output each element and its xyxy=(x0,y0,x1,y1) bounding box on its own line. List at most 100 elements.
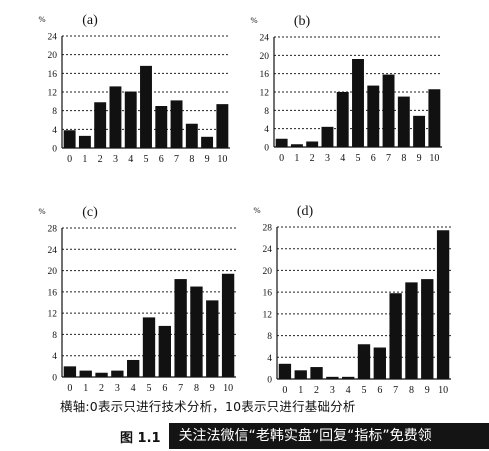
chart-a-x-tick-label: 8 xyxy=(189,154,194,165)
chart-d-y-tick-label: 16 xyxy=(263,289,273,299)
chart-c-y-tick-label: 16 xyxy=(48,288,58,298)
x-axis-caption: 横轴:0表示只进行技术分析，10表示只进行基础分析 xyxy=(60,399,356,414)
chart-b-bar xyxy=(321,126,334,147)
chart-b-x-tick-label: 10 xyxy=(429,153,439,164)
chart-b-y-tick-label: 24 xyxy=(260,34,270,44)
chart-d-bar xyxy=(389,293,402,379)
chart-c-bar xyxy=(127,359,140,377)
chart-b-bar xyxy=(275,138,288,147)
chart-d-bar xyxy=(294,370,307,379)
chart-a-x-tick-label: 4 xyxy=(128,154,133,165)
chart-a-x-tick-label: 2 xyxy=(98,154,103,165)
chart-d-y-tick-label: 20 xyxy=(263,267,273,277)
chart-a-bar xyxy=(170,100,183,148)
chart-b-x-tick-label: 3 xyxy=(325,153,330,164)
chart-d-bar xyxy=(405,282,418,379)
chart-b-x-tick-label: 6 xyxy=(371,153,376,164)
chart-d-x-tick-label: 10 xyxy=(438,385,448,395)
chart-c-bar xyxy=(79,370,92,377)
chart-b-bar xyxy=(428,89,441,147)
chart-d-x-tick-label: 0 xyxy=(282,385,287,395)
chart-d-bar xyxy=(436,230,450,379)
chart-d-x-tick-label: 9 xyxy=(425,385,430,395)
chart-d-bar xyxy=(310,367,323,379)
chart-c-x-tick-label: 8 xyxy=(194,383,199,394)
chart-c-y-tick-label: 20 xyxy=(48,267,58,277)
chart-b-y-tick-label: 8 xyxy=(264,107,269,117)
chart-d-bar xyxy=(326,376,339,379)
chart-a-x-tick-label: 7 xyxy=(174,154,179,165)
chart-c-x-tick-label: 5 xyxy=(147,383,152,394)
chart-a-x-tick-label: 6 xyxy=(159,154,164,165)
chart-a-y-unit-label: % xyxy=(38,14,45,24)
chart-b-x-tick-label: 2 xyxy=(310,153,315,164)
chart-b-y-tick-label: 0 xyxy=(264,144,269,154)
chart-d-y-tick-label: 4 xyxy=(267,354,272,364)
chart-c-y-tick-label: 4 xyxy=(52,352,57,362)
chart-c-y-tick-label: 0 xyxy=(52,374,57,384)
chart-c-x-tick-label: 2 xyxy=(99,383,104,394)
chart-d-y-unit-label: % xyxy=(253,205,260,215)
chart-a-y-tick-label: 8 xyxy=(52,107,57,117)
chart-a-x-tick-label: 5 xyxy=(144,154,149,165)
chart-c-bar xyxy=(111,370,124,377)
chart-c-bar xyxy=(63,366,77,377)
chart-c-y-tick-label: 12 xyxy=(48,310,58,320)
chart-c-bar xyxy=(206,300,219,377)
chart-c-bar xyxy=(95,372,108,377)
chart-a-y-tick-label: 12 xyxy=(48,89,58,99)
chart-d-x-tick-label: 8 xyxy=(409,385,414,395)
chart-b-x-tick-label: 0 xyxy=(279,153,284,164)
chart-b-title: (b) xyxy=(294,14,311,29)
chart-c-x-tick-label: 7 xyxy=(178,383,183,394)
chart-d-x-tick-label: 1 xyxy=(298,385,303,395)
chart-d-bar xyxy=(342,376,355,379)
chart-b-bar xyxy=(306,141,319,147)
chart-a-bar xyxy=(63,130,76,148)
chart-d-x-tick-label: 4 xyxy=(346,385,351,395)
chart-a-x-tick-label: 0 xyxy=(67,154,72,165)
figure-label: 图 1.1 xyxy=(120,430,161,446)
chart-d-y-tick-label: 28 xyxy=(263,224,273,234)
chart-c-x-tick-label: 4 xyxy=(131,383,136,394)
chart-a-bar xyxy=(94,102,107,148)
chart-a-bar xyxy=(201,136,214,148)
chart-b-x-tick-label: 8 xyxy=(401,153,406,164)
chart-c-y-tick-label: 28 xyxy=(48,225,58,235)
chart-d-y-tick-label: 24 xyxy=(263,245,273,255)
chart-d-y-tick-label: 0 xyxy=(267,376,272,386)
chart-c-x-tick-label: 6 xyxy=(162,383,167,394)
chart-c-bar xyxy=(190,286,203,377)
chart-c-y-tick-label: 24 xyxy=(48,246,58,256)
chart-c-x-tick-label: 9 xyxy=(210,383,215,394)
chart-c-y-unit-label: % xyxy=(38,206,45,216)
chart-d-x-tick-label: 5 xyxy=(362,385,367,395)
chart-a-bar xyxy=(216,104,229,148)
chart-a-bar xyxy=(109,86,122,148)
chart-c-x-tick-label: 3 xyxy=(115,383,120,394)
chart-a-x-tick-label: 3 xyxy=(113,154,118,165)
chart-c-bar xyxy=(174,279,187,377)
chart-a-y-tick-label: 4 xyxy=(52,126,57,136)
chart-a-bar xyxy=(124,91,137,148)
chart-c-x-tick-label: 0 xyxy=(67,383,72,394)
chart-d-bar xyxy=(373,347,386,379)
chart-b-x-tick-label: 9 xyxy=(417,153,422,164)
chart-c-bar xyxy=(142,317,156,377)
chart-a-y-tick-label: 20 xyxy=(48,51,58,61)
chart-a-bar xyxy=(155,106,168,148)
chart-a-x-tick-label: 9 xyxy=(205,154,210,165)
chart-b-y-tick-label: 12 xyxy=(260,89,270,99)
chart-b-y-tick-label: 4 xyxy=(264,125,269,135)
chart-c-bar xyxy=(221,273,235,377)
chart-a-title: (a) xyxy=(82,13,98,28)
chart-d-y-tick-label: 12 xyxy=(263,310,273,320)
chart-d-bar xyxy=(278,363,292,379)
chart-c-x-tick-label: 10 xyxy=(223,383,233,394)
chart-b-bar xyxy=(352,59,364,147)
promo-banner: 关注法微信“老韩实盘”回复“指标”免费领 xyxy=(168,423,489,449)
chart-d-bar xyxy=(421,279,434,379)
chart-c-x-tick-label: 1 xyxy=(83,383,88,394)
chart-d-x-tick-label: 6 xyxy=(377,385,382,395)
